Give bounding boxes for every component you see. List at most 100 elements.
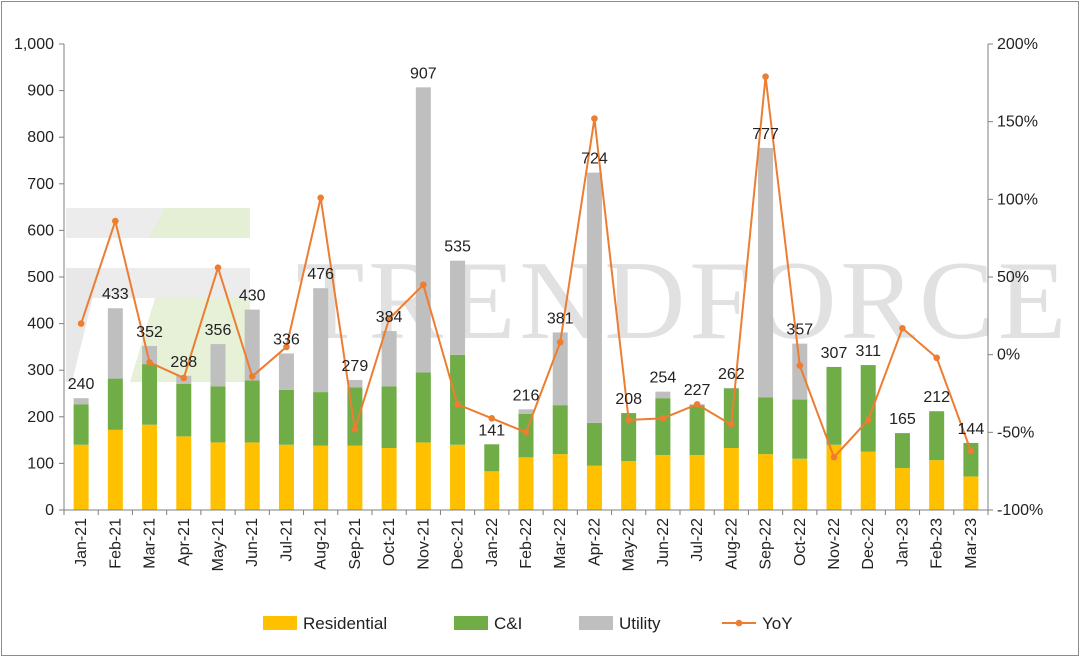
yoy-point-feb-21	[112, 217, 119, 225]
legend: Residential C&I Utility YoY	[263, 614, 793, 633]
bar-residential-mar-23	[963, 476, 979, 510]
bar-residential-jan-23	[894, 468, 910, 510]
bar-residential-jul-21	[278, 444, 294, 510]
total-label-jan-23: 165	[889, 411, 916, 428]
bar-residential-oct-22	[792, 458, 808, 510]
yoy-point-jul-22	[693, 401, 701, 408]
bar-ci-may-21	[210, 386, 226, 443]
bar-ci-mar-23	[963, 442, 979, 477]
x-tick-label-feb-21: Feb-21	[107, 518, 124, 569]
yoy-point-jun-21	[248, 373, 256, 380]
bar-residential-sep-22	[758, 454, 774, 510]
yoy-point-feb-22	[522, 429, 530, 436]
total-label-sep-21: 279	[342, 358, 369, 375]
x-tick-label-jan-21: Jan-21	[73, 518, 90, 567]
bar-utility-sep-22	[758, 147, 774, 398]
legend-label-residential: Residential	[303, 614, 387, 633]
bar-residential-may-21	[210, 442, 226, 510]
total-label-nov-22: 307	[821, 345, 848, 362]
total-label-feb-23: 212	[923, 389, 950, 406]
bar-residential-nov-22	[826, 444, 842, 510]
bar-utility-nov-21	[415, 87, 431, 373]
legend-marker-yoy	[735, 619, 743, 627]
yoy-point-oct-22	[796, 362, 804, 369]
left-tick-label: 900	[27, 83, 54, 100]
left-tick-label: 100	[27, 455, 54, 472]
x-tick-label-oct-21: Oct-21	[381, 518, 398, 566]
bar-ci-jan-22	[484, 444, 500, 472]
left-tick-label: 400	[27, 316, 54, 333]
yoy-point-aug-21	[317, 194, 324, 202]
x-tick-label-mar-21: Mar-21	[142, 518, 159, 569]
bar-utility-jun-22	[655, 391, 671, 399]
bar-ci-jul-21	[278, 389, 294, 445]
total-label-may-21: 356	[205, 322, 232, 339]
right-tick-label: 100%	[997, 191, 1038, 208]
total-label-jun-22: 254	[650, 370, 677, 387]
bar-residential-feb-23	[929, 460, 945, 510]
x-tick-label-aug-21: Aug-21	[313, 518, 330, 570]
x-tick-label-apr-22: Apr-22	[586, 518, 603, 566]
yoy-line-layer	[77, 73, 975, 461]
bar-ci-feb-23	[929, 411, 945, 461]
x-tick-label-mar-23: Mar-23	[963, 518, 980, 569]
total-label-mar-23: 144	[958, 421, 985, 438]
bar-residential-nov-21	[415, 442, 431, 510]
legend-swatch-residential	[263, 616, 297, 630]
total-label-jan-22: 141	[478, 422, 505, 439]
x-tick-label-apr-21: Apr-21	[176, 518, 193, 566]
right-tick-label: 150%	[997, 114, 1038, 131]
bar-residential-sep-21	[347, 445, 363, 510]
total-label-apr-22: 724	[581, 151, 608, 168]
bar-utility-oct-21	[381, 331, 397, 387]
yoy-point-mar-22	[556, 338, 564, 346]
left-tick-label: 700	[27, 176, 54, 193]
bar-residential-aug-22	[723, 448, 739, 510]
x-tick-label-jun-21: Jun-21	[244, 518, 261, 567]
bar-residential-aug-21	[313, 445, 329, 510]
left-tick-label: 0	[45, 502, 54, 519]
bar-ci-dec-21	[450, 354, 466, 445]
right-tick-label: 200%	[997, 36, 1038, 53]
yoy-point-jan-22	[488, 415, 496, 422]
total-label-apr-21: 288	[170, 354, 197, 371]
total-label-aug-22: 262	[718, 366, 745, 383]
yoy-point-nov-22	[830, 453, 838, 461]
bar-utility-jan-21	[73, 398, 89, 405]
yoy-point-nov-21	[420, 281, 427, 289]
bar-residential-may-22	[621, 461, 637, 510]
total-label-feb-22: 216	[513, 387, 540, 404]
bar-residential-mar-22	[552, 454, 568, 510]
x-tick-label-jul-22: Jul-22	[689, 518, 706, 562]
yoy-point-sep-22	[762, 73, 769, 80]
bar-ci-mar-22	[552, 405, 568, 455]
total-label-nov-21: 907	[410, 65, 437, 82]
bar-ci-jun-22	[655, 398, 671, 456]
x-tick-label-dec-21: Dec-21	[450, 518, 467, 570]
x-tick-label-jan-22: Jan-22	[484, 518, 501, 567]
bar-ci-jul-22	[689, 405, 705, 456]
yoy-point-feb-23	[933, 354, 940, 362]
yoy-point-jun-22	[659, 415, 667, 422]
bar-ci-jan-21	[73, 404, 89, 445]
bar-utility-jun-21	[244, 309, 260, 381]
yoy-point-may-21	[214, 264, 222, 271]
total-label-jul-22: 227	[684, 382, 711, 399]
bar-utility-aug-21	[313, 288, 329, 393]
bar-residential-jul-22	[689, 455, 705, 510]
legend-label-yoy: YoY	[762, 614, 793, 633]
bar-utility-apr-22	[586, 172, 602, 423]
left-tick-label: 200	[27, 409, 54, 426]
legend-swatch-ci	[454, 616, 488, 630]
left-tick-label: 1,000	[14, 36, 54, 53]
x-tick-label-feb-23: Feb-23	[929, 518, 946, 569]
total-label-feb-21: 433	[102, 286, 129, 303]
bar-ci-oct-22	[792, 399, 808, 459]
x-tick-label-may-22: May-22	[621, 518, 638, 571]
x-tick-label-oct-22: Oct-22	[792, 518, 809, 566]
data-label-layer: 240 433 352 288 356 430 336 476 279 384 907 535 141 2…	[68, 65, 985, 439]
x-tick-label-may-21: May-21	[210, 518, 227, 571]
bar-utility-may-21	[210, 344, 226, 387]
total-label-dec-22: 311	[855, 343, 881, 360]
bar-ci-jun-21	[244, 380, 260, 443]
